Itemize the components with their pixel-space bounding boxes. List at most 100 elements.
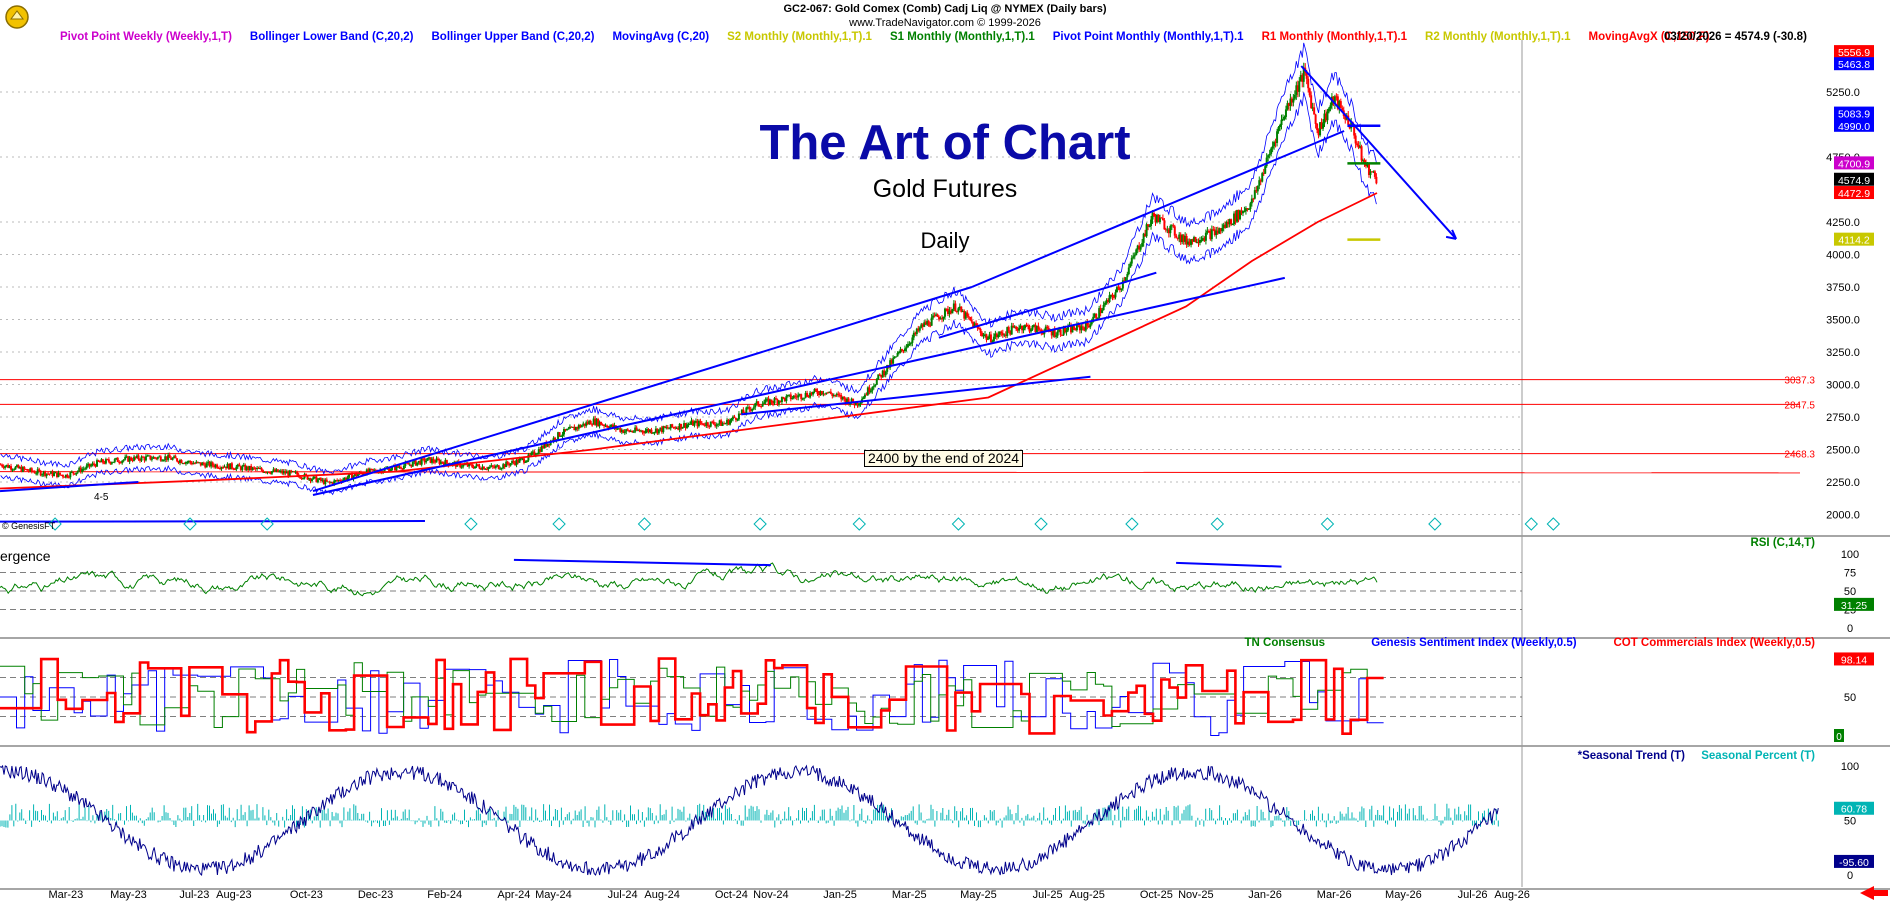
price-candle-body xyxy=(482,466,485,470)
price-candle-body xyxy=(187,461,190,463)
x-axis-date-label: May-24 xyxy=(535,889,572,901)
price-level-label: 2468.3 xyxy=(1784,450,1815,461)
price-candle-body xyxy=(497,465,500,470)
price-candle-body xyxy=(1117,287,1120,289)
price-candle-body xyxy=(859,402,862,404)
event-marker-icon xyxy=(48,517,62,531)
price-candle-body xyxy=(405,462,408,464)
price-candle-body xyxy=(32,471,35,473)
price-candle-body xyxy=(866,387,869,395)
price-candle-body xyxy=(889,360,892,368)
price-candle-body xyxy=(171,458,174,460)
price-candle-body xyxy=(51,471,54,476)
price-candle-body xyxy=(398,467,401,469)
price-candle-body xyxy=(785,396,788,402)
price-candle-body xyxy=(653,432,656,434)
price-candle-body xyxy=(41,474,44,476)
price-candle-body xyxy=(791,398,794,400)
price-candle-body xyxy=(693,422,696,426)
price-candle-body xyxy=(1104,302,1107,305)
price-candle-body xyxy=(146,455,149,457)
price-candle-body xyxy=(1344,116,1347,120)
price-candle-body xyxy=(739,413,742,415)
price-candle-body xyxy=(635,427,638,431)
price-candle-body xyxy=(1070,325,1073,333)
price-candle-body xyxy=(407,463,410,465)
price-candle-body xyxy=(766,398,769,400)
price-candle-body xyxy=(118,461,121,463)
price-candle-body xyxy=(468,463,471,467)
price-candle-body xyxy=(1090,322,1093,325)
price-candle-body xyxy=(524,461,527,463)
price-candle-body xyxy=(491,465,494,467)
price-candle-body xyxy=(156,457,159,459)
price-candle-body xyxy=(597,419,600,427)
price-candle-body xyxy=(1298,81,1301,92)
price-candle-body xyxy=(909,342,912,344)
price-candle-body xyxy=(647,429,650,432)
price-candle-body xyxy=(1224,224,1227,228)
price-candle-body xyxy=(1273,141,1276,147)
price-candle-body xyxy=(195,461,198,464)
price-level-label: 3037.3 xyxy=(1784,376,1815,387)
price-candle-body xyxy=(1218,228,1221,234)
price-candle-body xyxy=(1037,325,1040,330)
price-candle-body xyxy=(490,465,493,467)
price-candle-body xyxy=(831,393,834,397)
price-candle-body xyxy=(103,462,106,464)
price-candle-body xyxy=(484,468,487,470)
price-candle-body xyxy=(1179,234,1182,243)
price-candle-body xyxy=(73,473,76,475)
x-axis-date-label: Oct-25 xyxy=(1140,889,1173,901)
price-candle-body xyxy=(1200,239,1203,241)
price-candle-body xyxy=(1148,225,1151,227)
price-candle-body xyxy=(878,374,881,376)
price-candle-body xyxy=(67,477,70,479)
legend-entry-3: MovingAvg (C,20) xyxy=(612,31,710,43)
price-candle-body xyxy=(1000,331,1003,334)
price-candle-body xyxy=(1175,235,1178,238)
price-candle-body xyxy=(938,316,941,320)
price-candle-body xyxy=(150,458,153,460)
price-candle-body xyxy=(662,426,665,433)
price-candle-body xyxy=(871,387,874,391)
price-candle-body xyxy=(1373,171,1376,177)
price-candle-body xyxy=(1240,210,1243,214)
price-candle-body xyxy=(970,320,973,322)
price-candle-body xyxy=(1233,213,1236,225)
price-candle-body xyxy=(35,473,38,475)
price-candle-body xyxy=(936,314,939,317)
price-candle-body xyxy=(1353,126,1356,136)
price-candle-body xyxy=(930,317,933,326)
price-candle-body xyxy=(997,334,1000,338)
price-candle-body xyxy=(1250,198,1253,204)
price-candle-body xyxy=(1124,277,1127,282)
price-candle-body xyxy=(683,423,686,428)
price-candle-body xyxy=(1031,325,1034,330)
price-candle-body xyxy=(1213,229,1216,235)
price-candle-body xyxy=(972,321,975,327)
price-tick-label: 3250.0 xyxy=(1826,347,1860,359)
price-candle-body xyxy=(957,308,960,312)
price-candle-body xyxy=(963,311,966,319)
price-candle-body xyxy=(958,306,961,309)
price-candle-body xyxy=(835,393,838,396)
price-candle-body xyxy=(47,473,50,475)
price-candle-body xyxy=(763,402,766,404)
price-candle-body xyxy=(675,427,678,429)
event-marker-icon xyxy=(552,517,566,531)
price-candle-body xyxy=(201,462,204,466)
price-candle-body xyxy=(48,473,51,475)
price-candle-body xyxy=(259,468,262,470)
price-candle-body xyxy=(1310,95,1313,109)
price-candle-body xyxy=(389,469,392,472)
price-candle-body xyxy=(849,403,852,405)
price-candle-body xyxy=(1256,185,1259,192)
price-candle-body xyxy=(736,419,739,421)
price-candle-body xyxy=(435,458,438,463)
price-candle-body xyxy=(1253,190,1256,199)
price-candle-body xyxy=(608,426,611,429)
price-candle-body xyxy=(1021,325,1024,331)
price-candle-body xyxy=(371,468,374,471)
price-candle-body xyxy=(250,465,253,470)
